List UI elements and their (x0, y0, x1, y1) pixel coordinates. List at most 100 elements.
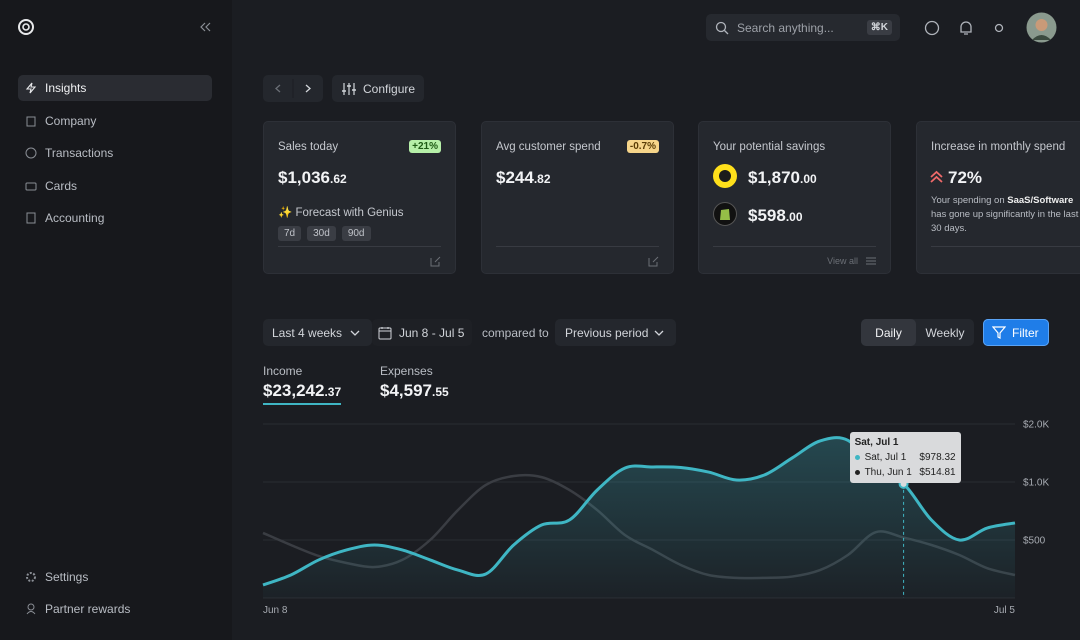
range-select[interactable]: Last 4 weeks (263, 319, 372, 346)
amount-main: $1,036 (278, 168, 330, 187)
nav-item[interactable]: Company (18, 108, 212, 134)
nav-label: Settings (45, 570, 89, 584)
card-title: Your potential savings (713, 141, 826, 153)
chip[interactable]: 30d (307, 226, 336, 241)
amount-main: $1,870 (748, 168, 800, 187)
nav-item[interactable]: Partner rewards (18, 596, 212, 622)
card: Sales today +21% $1,036.62 ✨ Forecast wi… (263, 121, 456, 274)
select-label: Last 4 weeks (272, 325, 343, 340)
increase-value: 72% (948, 168, 983, 187)
view-all-link[interactable]: View all (827, 256, 858, 266)
nav-label: Company (45, 114, 97, 128)
select-label: Jun 8 - Jul 5 (399, 325, 465, 340)
separator (713, 246, 876, 247)
sidebar: Insights Company Transactions Cards Acco… (0, 0, 232, 640)
amount-main: $244 (496, 168, 534, 187)
tooltip-value: $978.32 (919, 452, 956, 463)
card: Increase in monthly spend 72% Your spend… (916, 121, 1080, 274)
area (263, 437, 1015, 598)
top-icons (924, 20, 1004, 36)
nav-item[interactable]: Accounting (18, 205, 212, 231)
nav-item[interactable]: Transactions (18, 140, 212, 166)
card-title: Avg customer spend (496, 141, 601, 153)
shopify-logo (713, 202, 737, 226)
metric-value[interactable]: $23,242.37 (263, 381, 342, 405)
nav-label: Partner rewards (45, 602, 131, 616)
tooltip-label: Sat, Jul 1 (864, 452, 907, 463)
edit-icon[interactable] (430, 255, 442, 267)
separator (278, 246, 441, 247)
toggle-option[interactable]: Weekly (925, 325, 965, 340)
help-icon[interactable] (924, 20, 940, 36)
separator (931, 246, 1080, 247)
amount-cents: .37 (324, 385, 342, 399)
nav-item[interactable]: Cards (18, 173, 212, 199)
forecast: ✨ Forecast with Genius (278, 207, 404, 219)
badge: +21% (409, 140, 441, 153)
metric-label: Expenses (380, 364, 433, 378)
mailchimp-logo (713, 164, 737, 188)
tooltip-row: Sat, Jul 1 $978.32 (854, 452, 956, 463)
amount-main: $4,597 (380, 381, 432, 400)
amount: $244.82 (496, 168, 551, 188)
button-label: Configure (363, 81, 416, 96)
date-select[interactable]: Jun 8 - Jul 5 (372, 319, 472, 346)
configure-button[interactable]: Configure (332, 75, 424, 102)
tooltip-label: Thu, Jun 1 (864, 467, 912, 478)
nav-label: Transactions (45, 146, 114, 160)
collapse-button[interactable] (198, 21, 212, 33)
amount-cents: .00 (785, 210, 803, 224)
theme-icon[interactable] (994, 23, 1004, 33)
nav-item[interactable]: Insights (18, 75, 212, 101)
card-text: Your spending on SaaS/Software has gone … (931, 194, 1080, 236)
bell-icon[interactable] (960, 21, 972, 35)
chip[interactable]: 90d (341, 226, 371, 241)
separator (496, 246, 659, 247)
nav-label: Cards (45, 179, 78, 193)
card-title: Sales today (278, 141, 339, 153)
nav-label: Insights (45, 81, 87, 95)
toggle-option[interactable]: Daily (861, 319, 916, 346)
search-placeholder: Search anything... (737, 20, 834, 35)
tooltip-title: Sat, Jul 1 (854, 437, 899, 448)
pager (263, 75, 323, 102)
card-title: Increase in monthly spend (931, 141, 1066, 153)
text: Your spending on (931, 195, 1008, 206)
x-tick-label: Jun 8 (263, 605, 288, 616)
y-tick-label: $500 (1023, 536, 1046, 547)
amount-cents: .00 (800, 172, 817, 186)
chip[interactable]: 7d (278, 226, 302, 241)
compared-label: compared to (482, 326, 549, 340)
logo (18, 19, 34, 35)
text: has gone up significantly in the last 30… (931, 209, 1079, 234)
search-box[interactable]: Search anything... ⌘K (706, 14, 900, 41)
period-select[interactable]: Previous period (555, 319, 676, 346)
amount-main: $598 (748, 206, 786, 225)
metric-label: Income (263, 364, 303, 378)
x-tick-label: Jul 5 (994, 605, 1016, 616)
y-tick-label: $1.0K (1023, 478, 1049, 489)
amount: $1,036.62 (278, 168, 347, 188)
list-icon (866, 257, 876, 265)
amount-cents: .82 (533, 172, 551, 186)
edit-icon[interactable] (648, 255, 660, 267)
filter-button[interactable]: Filter (983, 319, 1049, 346)
card: Avg customer spend -0.7% $244.82 (481, 121, 674, 274)
amount: $598.00 (748, 206, 803, 226)
tooltip-row: Thu, Jun 1 $514.81 (854, 467, 956, 478)
nav-item[interactable]: Settings (18, 564, 212, 590)
nav-label: Accounting (45, 211, 105, 225)
avatar[interactable] (1026, 12, 1057, 43)
tooltip-dot (854, 455, 860, 460)
amount: $1,870.00 (748, 168, 817, 188)
view-toggle: Daily Weekly (861, 319, 974, 346)
chips: 7d 30d 90d (278, 225, 377, 241)
metric-value[interactable]: $4,597.55 (380, 381, 449, 401)
tooltip-value: $514.81 (919, 467, 956, 478)
y-tick-label: $2.0K (1023, 420, 1049, 431)
tooltip: Sat, Jul 1 Sat, Jul 1 $978.32 Thu, Jun 1 $5… (849, 432, 961, 483)
amount-cents: .55 (432, 385, 449, 399)
tooltip-dot (854, 470, 860, 475)
